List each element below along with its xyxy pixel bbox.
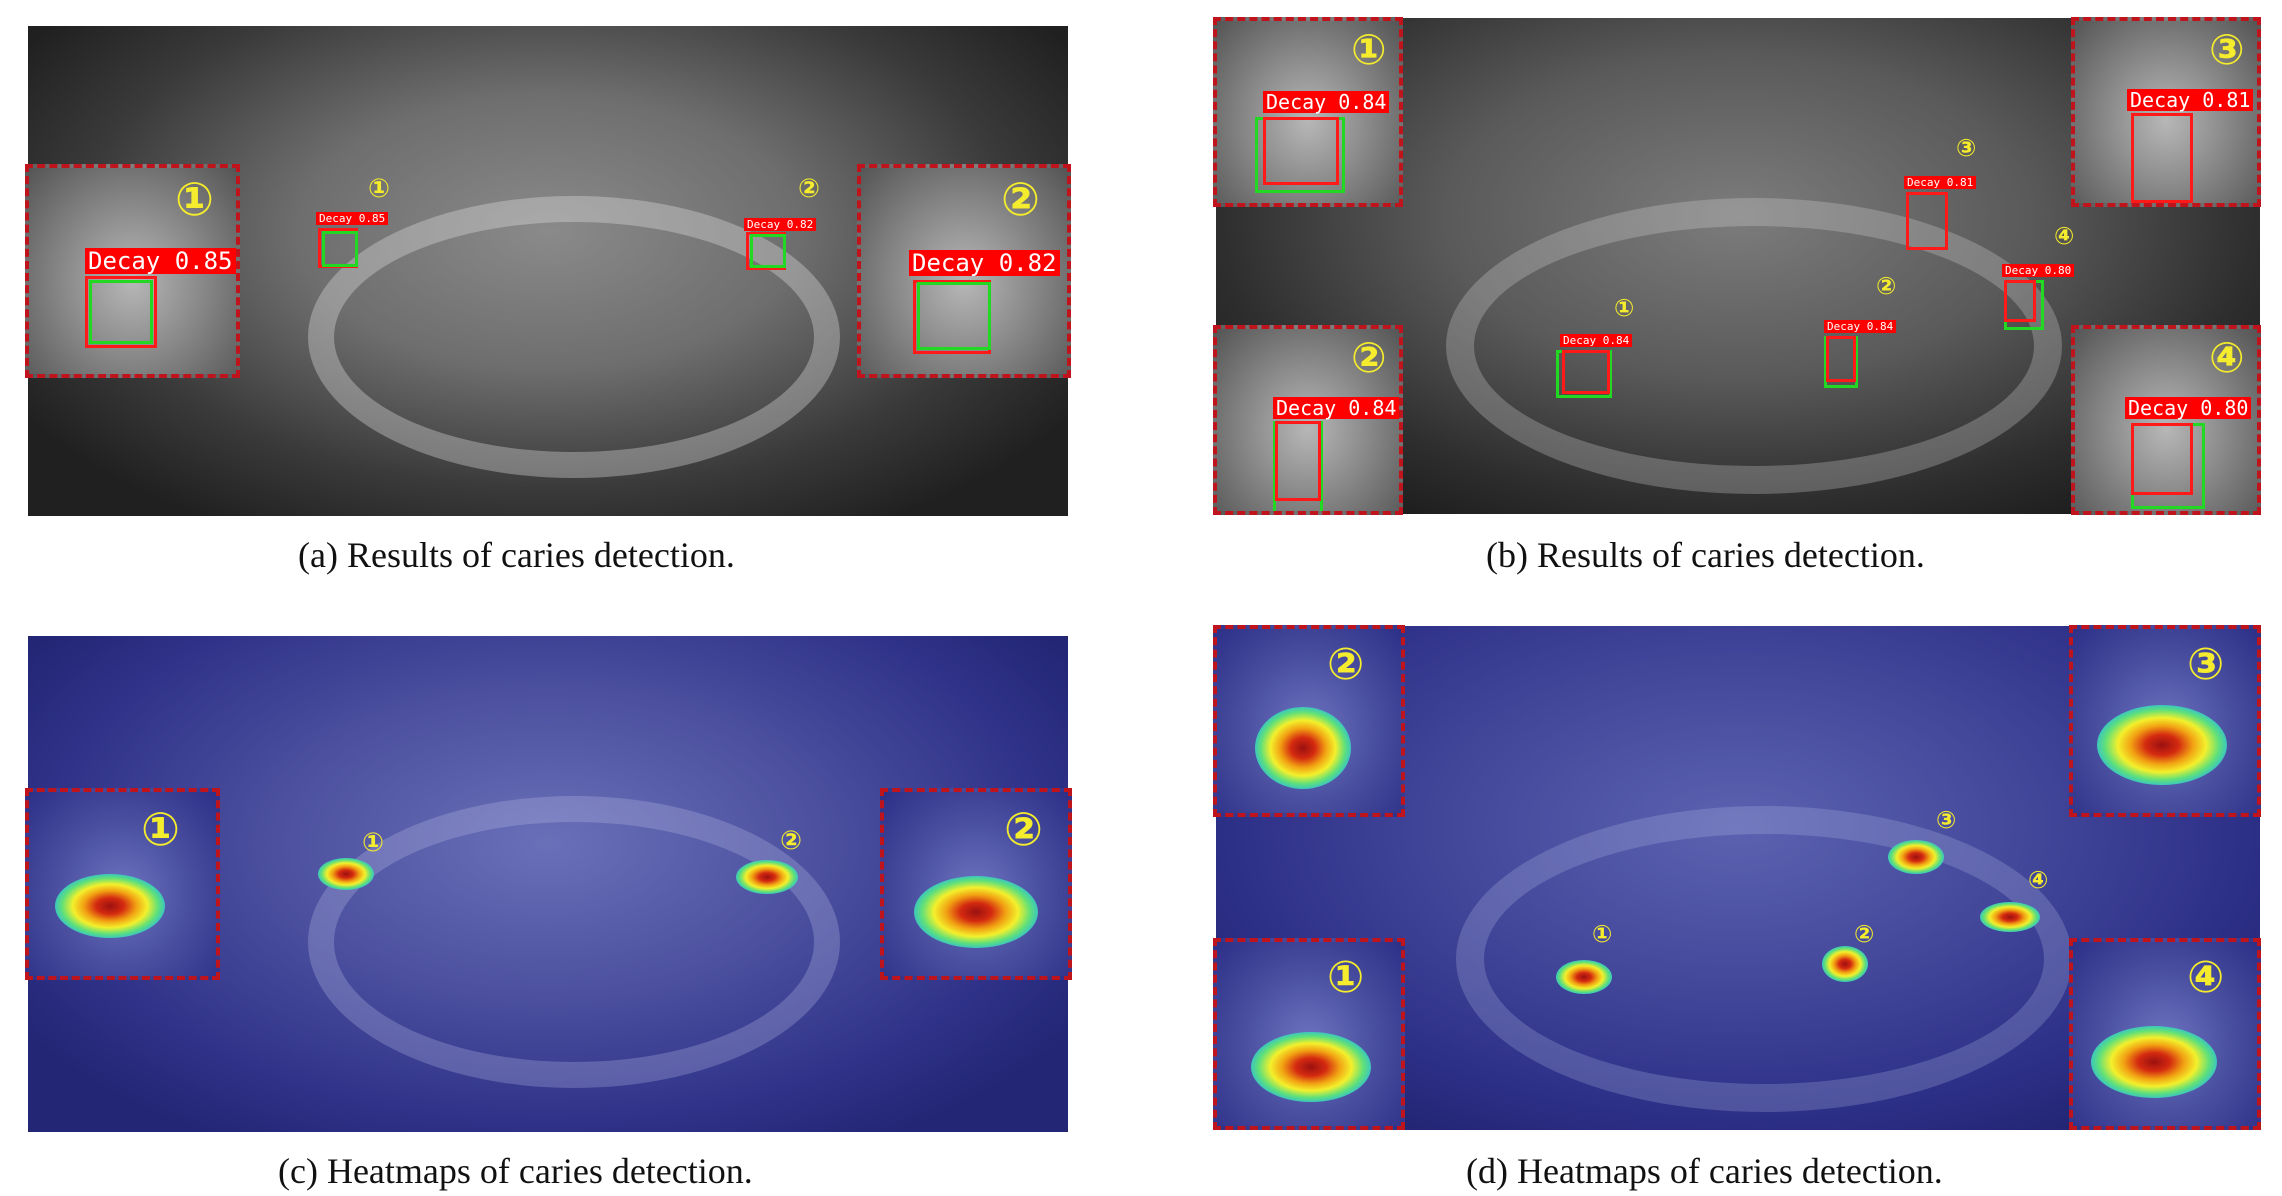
marker-4: ④ <box>2187 952 2225 1003</box>
zoom-inset-3: ③ Decay 0.81 <box>2071 17 2261 207</box>
zoom-inset-2: ② <box>1213 625 1405 817</box>
marker-2: ② <box>780 826 803 856</box>
marker-2: ② <box>1854 920 1875 948</box>
detection-box <box>2131 113 2193 203</box>
detection-label: Decay 0.85 <box>85 248 236 274</box>
marker-2: ② <box>798 174 821 204</box>
detection-label: Decay 0.84 <box>1560 334 1633 347</box>
heatmap-hotspot <box>318 858 374 890</box>
detection-label: Decay 0.80 <box>2002 264 2075 277</box>
detection-box <box>1906 192 1948 250</box>
marker-2: ② <box>1327 639 1365 690</box>
zoom-inset-1: ① <box>1213 938 1405 1130</box>
detection-label: Decay 0.84 <box>1263 91 1390 113</box>
marker-3: ③ <box>2187 639 2225 690</box>
marker-3: ③ <box>1936 806 1957 834</box>
heatmap-hotspot <box>1822 946 1868 982</box>
marker-4: ④ <box>2054 222 2075 250</box>
marker-3: ③ <box>1956 134 1977 162</box>
heatmap-hotspot <box>1980 902 2040 932</box>
ground-truth-box <box>750 234 786 268</box>
marker-1: ① <box>1327 952 1365 1003</box>
detection-label: Decay 0.82 <box>744 218 817 231</box>
marker-3: ③ <box>2209 25 2245 74</box>
marker-1: ① <box>362 828 385 858</box>
marker-1: ① <box>368 174 391 204</box>
ground-truth-box <box>322 231 358 267</box>
marker-1: ① <box>1614 294 1635 322</box>
heatmap-hotspot <box>1888 840 1944 874</box>
caption-b: (b) Results of caries detection. <box>1486 535 1925 575</box>
heatmap-hotspot <box>736 860 798 894</box>
zoom-inset-2: ② Decay 0.82 <box>857 164 1071 378</box>
zoom-inset-1: ① <box>25 788 220 980</box>
detection-label: Decay 0.84 <box>1824 320 1897 333</box>
marker-1: ① <box>175 172 214 226</box>
ground-truth-box <box>89 280 153 344</box>
detection-box <box>1826 336 1856 382</box>
heatmap-hotspot <box>2097 705 2227 785</box>
detection-box <box>2131 423 2193 495</box>
detection-box <box>1562 350 1610 394</box>
heatmap-hotspot <box>914 876 1038 948</box>
detection-label: Decay 0.82 <box>909 250 1060 276</box>
zoom-inset-1: ① Decay 0.85 <box>25 164 240 378</box>
detection-label: Decay 0.80 <box>2125 397 2252 419</box>
marker-4: ④ <box>2028 866 2049 894</box>
marker-2: ② <box>1004 802 1043 856</box>
marker-4: ④ <box>2209 333 2245 382</box>
marker-2: ② <box>1001 172 1040 226</box>
detection-box <box>85 276 157 348</box>
zoom-inset-3: ③ <box>2069 625 2261 817</box>
dental-arch <box>1446 198 2062 494</box>
heatmap-hotspot <box>1255 707 1351 789</box>
heatmap-hotspot <box>1556 960 1612 994</box>
detection-label: Decay 0.84 <box>1273 397 1399 419</box>
zoom-inset-2: ② Decay 0.84 <box>1213 325 1403 515</box>
detection-label: Decay 0.85 <box>316 212 389 225</box>
zoom-inset-2: ② <box>880 788 1072 980</box>
detection-label: Decay 0.81 <box>1904 176 1977 189</box>
marker-1: ① <box>1351 25 1387 74</box>
detection-box <box>1263 117 1339 185</box>
zoom-inset-4: ④ <box>2069 938 2261 1130</box>
caption-c: (c) Heatmaps of caries detection. <box>278 1151 753 1191</box>
detection-box <box>2004 280 2036 322</box>
ground-truth-box <box>917 282 991 350</box>
zoom-inset-1: ① Decay 0.84 <box>1213 17 1403 207</box>
zoom-inset-4: ④ Decay 0.80 <box>2071 325 2261 515</box>
marker-1: ① <box>1592 920 1613 948</box>
marker-1: ① <box>141 802 180 856</box>
dental-arch <box>308 796 840 1088</box>
marker-2: ② <box>1876 272 1897 300</box>
caption-d: (d) Heatmaps of caries detection. <box>1466 1151 1943 1191</box>
detection-label: Decay 0.81 <box>2127 89 2254 111</box>
caption-a: (a) Results of caries detection. <box>298 535 735 575</box>
marker-2: ② <box>1351 333 1387 382</box>
dental-arch <box>1456 806 2072 1112</box>
heatmap-hotspot <box>2091 1026 2217 1098</box>
heatmap-hotspot <box>1251 1032 1371 1102</box>
heatmap-hotspot <box>55 874 165 938</box>
detection-box <box>1275 421 1321 501</box>
